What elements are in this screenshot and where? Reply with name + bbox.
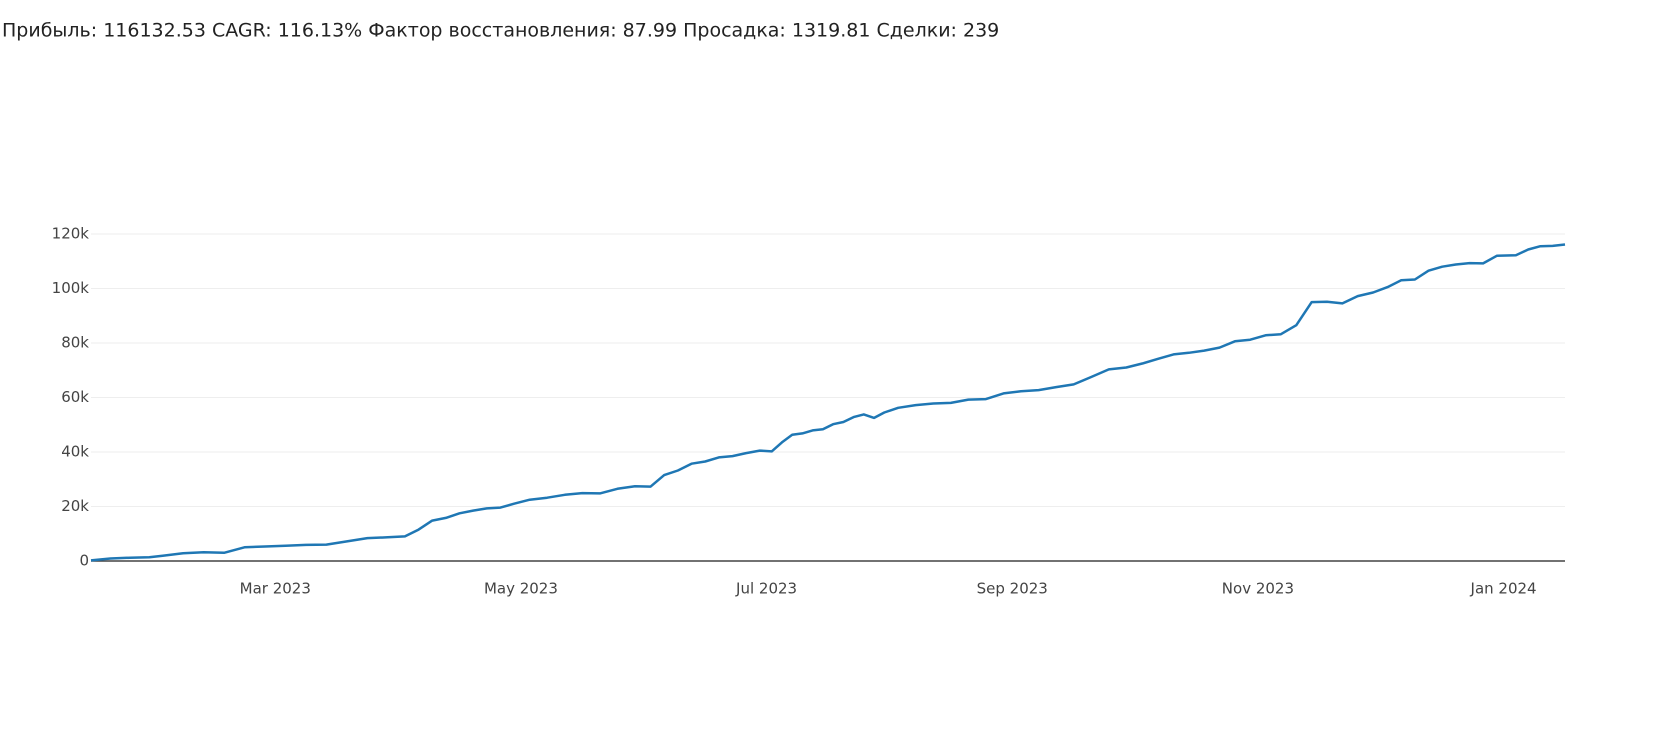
x-tick-label: Jul 2023 xyxy=(735,580,797,598)
y-tick-label: 80k xyxy=(61,333,89,351)
chart-title: Прибыль: 116132.53 CAGR: 116.13% Фактор … xyxy=(2,20,999,42)
y-tick-label: 20k xyxy=(61,497,89,515)
x-tick-label: May 2023 xyxy=(484,580,558,598)
x-tick-label: Jan 2024 xyxy=(1470,580,1537,598)
y-tick-label: 40k xyxy=(61,442,89,460)
y-tick-label: 120k xyxy=(52,224,90,242)
y-tick-label: 60k xyxy=(61,388,89,406)
equity-line xyxy=(90,243,1566,562)
y-tick-label: 0 xyxy=(79,551,89,569)
x-tick-label: Sep 2023 xyxy=(977,580,1048,598)
y-tick-label: 100k xyxy=(52,279,90,297)
x-tick-label: Mar 2023 xyxy=(240,580,311,598)
x-tick-label: Nov 2023 xyxy=(1222,580,1294,598)
